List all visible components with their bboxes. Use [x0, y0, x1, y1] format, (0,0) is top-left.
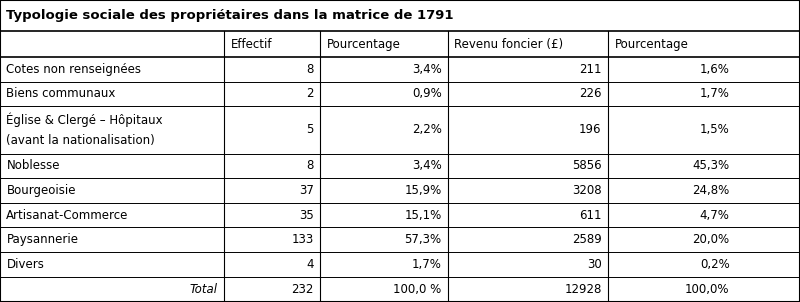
Text: 196: 196 — [579, 123, 602, 137]
Text: 1,7%: 1,7% — [412, 258, 442, 271]
Text: 0,9%: 0,9% — [412, 87, 442, 100]
Text: Pourcentage: Pourcentage — [614, 38, 688, 51]
Text: 1,6%: 1,6% — [700, 63, 730, 76]
Text: 5856: 5856 — [572, 159, 602, 172]
Text: Noblesse: Noblesse — [6, 159, 60, 172]
Text: Bourgeoisie: Bourgeoisie — [6, 184, 76, 197]
Text: 15,1%: 15,1% — [404, 208, 442, 222]
Text: 0,2%: 0,2% — [700, 258, 730, 271]
Text: 30: 30 — [587, 258, 602, 271]
Text: Paysannerie: Paysannerie — [6, 233, 78, 246]
Text: Cotes non renseignées: Cotes non renseignées — [6, 63, 142, 76]
Text: 3208: 3208 — [572, 184, 602, 197]
Text: (avant la nationalisation): (avant la nationalisation) — [6, 134, 155, 147]
Text: 12928: 12928 — [564, 283, 602, 296]
Text: 1,5%: 1,5% — [700, 123, 730, 137]
Text: 232: 232 — [291, 283, 314, 296]
Text: Pourcentage: Pourcentage — [326, 38, 400, 51]
Text: 2589: 2589 — [572, 233, 602, 246]
Text: 20,0%: 20,0% — [693, 233, 730, 246]
Text: 100,0%: 100,0% — [685, 283, 730, 296]
Text: 15,9%: 15,9% — [404, 184, 442, 197]
Text: Revenu foncier (£): Revenu foncier (£) — [454, 38, 563, 51]
Text: 5: 5 — [306, 123, 314, 137]
Text: 57,3%: 57,3% — [405, 233, 442, 246]
Text: Divers: Divers — [6, 258, 44, 271]
Text: 226: 226 — [579, 87, 602, 100]
Text: 37: 37 — [298, 184, 314, 197]
Text: 3,4%: 3,4% — [412, 159, 442, 172]
Text: 8: 8 — [306, 63, 314, 76]
Text: 133: 133 — [291, 233, 314, 246]
Text: Église & Clergé – Hôpitaux: Église & Clergé – Hôpitaux — [6, 112, 163, 127]
Text: 35: 35 — [299, 208, 314, 222]
Text: Total: Total — [190, 283, 218, 296]
Text: Artisanat-Commerce: Artisanat-Commerce — [6, 208, 129, 222]
Text: 100,0 %: 100,0 % — [394, 283, 442, 296]
Text: Typologie sociale des propriétaires dans la matrice de 1791: Typologie sociale des propriétaires dans… — [6, 9, 454, 22]
Text: Biens communaux: Biens communaux — [6, 87, 116, 100]
Text: 8: 8 — [306, 159, 314, 172]
Text: 2: 2 — [306, 87, 314, 100]
Text: 211: 211 — [579, 63, 602, 76]
Text: 1,7%: 1,7% — [700, 87, 730, 100]
Text: Effectif: Effectif — [230, 38, 272, 51]
Text: 45,3%: 45,3% — [693, 159, 730, 172]
Text: 611: 611 — [579, 208, 602, 222]
Text: 3,4%: 3,4% — [412, 63, 442, 76]
Text: 4,7%: 4,7% — [700, 208, 730, 222]
Text: 4: 4 — [306, 258, 314, 271]
Text: 24,8%: 24,8% — [692, 184, 730, 197]
Text: 2,2%: 2,2% — [412, 123, 442, 137]
